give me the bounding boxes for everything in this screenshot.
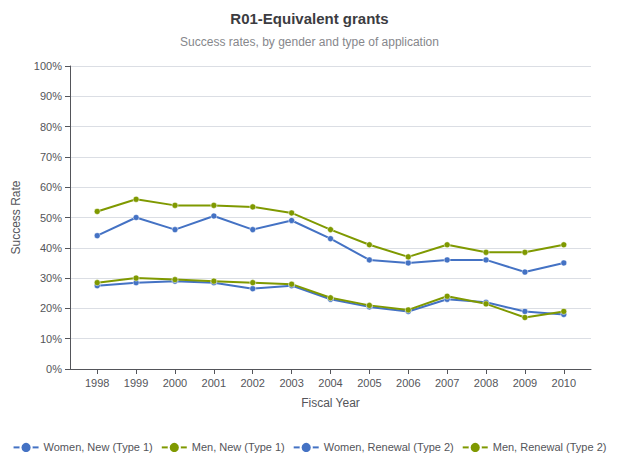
svg-text:Men, Renewal (Type 2): Men, Renewal (Type 2) [493,441,607,453]
svg-text:100%: 100% [34,60,62,72]
svg-text:40%: 40% [40,242,62,254]
svg-text:Success rates, by gender and t: Success rates, by gender and type of app… [180,35,439,49]
svg-text:Women, New (Type 1): Women, New (Type 1) [44,441,153,453]
svg-text:10%: 10% [40,333,62,345]
svg-text:2001: 2001 [202,377,226,389]
svg-text:2000: 2000 [163,377,187,389]
svg-text:0%: 0% [46,363,62,375]
svg-text:R01-Equivalent grants: R01-Equivalent grants [230,10,388,27]
svg-text:Women, Renewal (Type 2): Women, Renewal (Type 2) [324,441,454,453]
svg-text:70%: 70% [40,151,62,163]
svg-text:20%: 20% [40,302,62,314]
svg-text:2003: 2003 [279,377,303,389]
svg-text:1998: 1998 [85,377,109,389]
svg-text:90%: 90% [40,90,62,102]
svg-text:30%: 30% [40,272,62,284]
svg-text:50%: 50% [40,212,62,224]
svg-text:2005: 2005 [357,377,381,389]
svg-text:2006: 2006 [396,377,420,389]
svg-text:Fiscal Year: Fiscal Year [301,396,360,410]
svg-text:1999: 1999 [124,377,148,389]
svg-text:2002: 2002 [240,377,264,389]
svg-text:2010: 2010 [552,377,576,389]
svg-text:Men, New (Type 1): Men, New (Type 1) [192,441,285,453]
svg-text:Success Rate: Success Rate [9,180,23,254]
svg-text:80%: 80% [40,121,62,133]
svg-text:2008: 2008 [474,377,498,389]
svg-text:2009: 2009 [513,377,537,389]
svg-text:60%: 60% [40,181,62,193]
svg-text:2007: 2007 [435,377,459,389]
svg-text:2004: 2004 [318,377,342,389]
